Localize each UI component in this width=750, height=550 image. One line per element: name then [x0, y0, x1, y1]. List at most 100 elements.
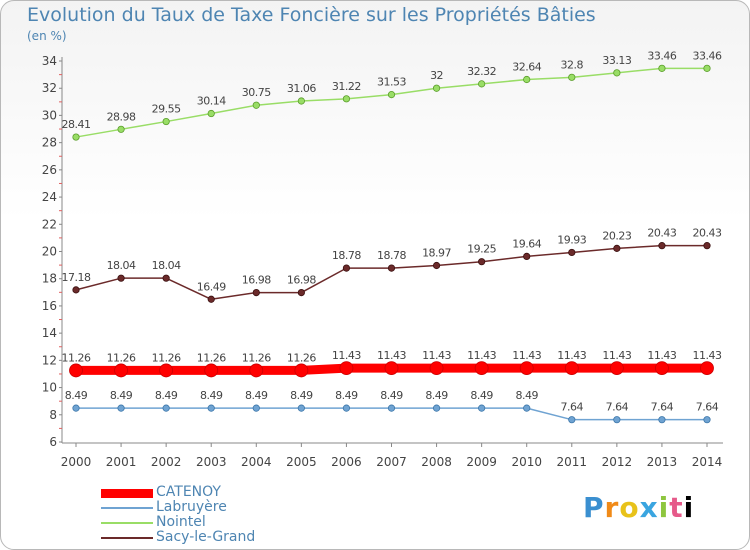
data-point [523, 252, 531, 260]
logo-letter: x [639, 491, 659, 524]
data-point [207, 295, 215, 303]
y-tick-label: 6 [49, 435, 57, 449]
data-point [69, 363, 83, 378]
data-label: 8.49 [245, 389, 268, 402]
data-label: 11.26 [287, 351, 316, 364]
data-point [478, 80, 486, 88]
logo-letter: o [619, 491, 640, 524]
data-point [478, 258, 486, 266]
data-label: 33.13 [602, 54, 631, 67]
data-point [523, 75, 531, 84]
data-point [162, 274, 170, 282]
data-point [609, 361, 624, 376]
data-label: 30.75 [242, 86, 271, 99]
data-label: 16.98 [287, 274, 316, 287]
data-label: 11.43 [377, 349, 406, 362]
data-point [249, 363, 264, 378]
data-label: 11.43 [557, 349, 586, 362]
x-tick-label: 2006 [331, 455, 362, 469]
legend: CATENOY Labruyère Nointel Sacy-le-Grand [101, 485, 361, 545]
legend-item: Sacy-le-Grand [101, 530, 361, 545]
data-point [114, 363, 128, 378]
data-label: 8.49 [110, 389, 133, 402]
data-point [384, 361, 399, 376]
data-label: 8.49 [335, 389, 358, 402]
data-point [564, 361, 579, 376]
data-point [474, 361, 489, 376]
legend-swatch [101, 507, 153, 509]
data-label: 11.43 [467, 349, 496, 362]
logo-letter: r [604, 491, 620, 524]
data-label: 8.49 [380, 389, 403, 402]
data-point [478, 404, 486, 412]
data-point [387, 91, 396, 99]
data-point [252, 404, 260, 412]
legend-item: Labruyère [101, 500, 361, 515]
x-tick-label: 2013 [647, 455, 678, 469]
y-tick-label: 34 [42, 54, 57, 68]
data-label: 11.26 [242, 351, 271, 364]
x-tick-label: 2011 [557, 455, 588, 469]
unit-label: (en %) [27, 29, 67, 43]
y-tick-label: 26 [42, 163, 57, 177]
data-label: 33.46 [647, 49, 676, 62]
data-label: 7.64 [696, 401, 719, 414]
data-label: 11.26 [152, 351, 181, 364]
data-point [387, 404, 396, 412]
data-point [207, 404, 215, 412]
legend-item: Nointel [101, 515, 361, 530]
data-point [568, 248, 576, 257]
data-point [523, 404, 531, 412]
y-tick-label: 14 [42, 326, 57, 340]
data-label: 28.98 [107, 110, 136, 123]
data-label: 18.04 [152, 259, 181, 272]
data-label: 17.18 [62, 271, 91, 284]
data-label: 20.43 [647, 227, 676, 240]
data-point [159, 363, 174, 378]
data-point [297, 404, 305, 412]
data-label: 11.26 [197, 351, 226, 364]
data-label: 7.64 [606, 401, 629, 414]
x-tick-label: 2004 [241, 455, 272, 469]
data-label: 11.43 [512, 349, 541, 362]
data-point [568, 73, 576, 81]
data-label: 32.8 [561, 58, 584, 71]
y-tick-label: 20 [42, 245, 57, 259]
data-label: 8.49 [200, 389, 223, 402]
x-tick-label: 2001 [106, 455, 137, 469]
data-label: 16.49 [197, 280, 226, 293]
x-tick-label: 2009 [466, 455, 497, 469]
legend-label: Nointel [156, 514, 206, 530]
data-point [342, 264, 351, 272]
legend-swatch [101, 522, 153, 524]
x-tick-label: 2000 [61, 455, 92, 469]
data-label: 11.43 [602, 349, 631, 362]
data-label: 20.43 [693, 227, 722, 240]
legend-swatch [101, 537, 153, 539]
data-point [658, 64, 666, 72]
data-label: 19.93 [557, 233, 586, 246]
data-point [700, 361, 714, 376]
data-label: 11.43 [647, 349, 676, 362]
x-tick-label: 2014 [692, 455, 723, 469]
data-point [117, 274, 125, 282]
logo-letter: i [683, 491, 695, 524]
y-tick-label: 8 [49, 408, 57, 422]
data-point [703, 64, 711, 72]
data-point [703, 242, 711, 250]
data-point [117, 404, 125, 412]
x-tick-label: 2008 [421, 455, 452, 469]
x-tick-label: 2005 [286, 455, 317, 469]
data-label: 32 [430, 69, 443, 82]
data-point [204, 363, 219, 378]
data-point [297, 97, 305, 105]
data-label: 19.25 [467, 243, 496, 256]
proxiti-logo: Proxiti [583, 491, 694, 524]
data-point [432, 84, 441, 92]
data-label: 8.49 [155, 389, 178, 402]
data-point [703, 416, 711, 424]
data-point [297, 288, 305, 297]
data-point [655, 361, 669, 376]
data-point [432, 261, 441, 270]
data-label: 8.49 [290, 389, 313, 402]
